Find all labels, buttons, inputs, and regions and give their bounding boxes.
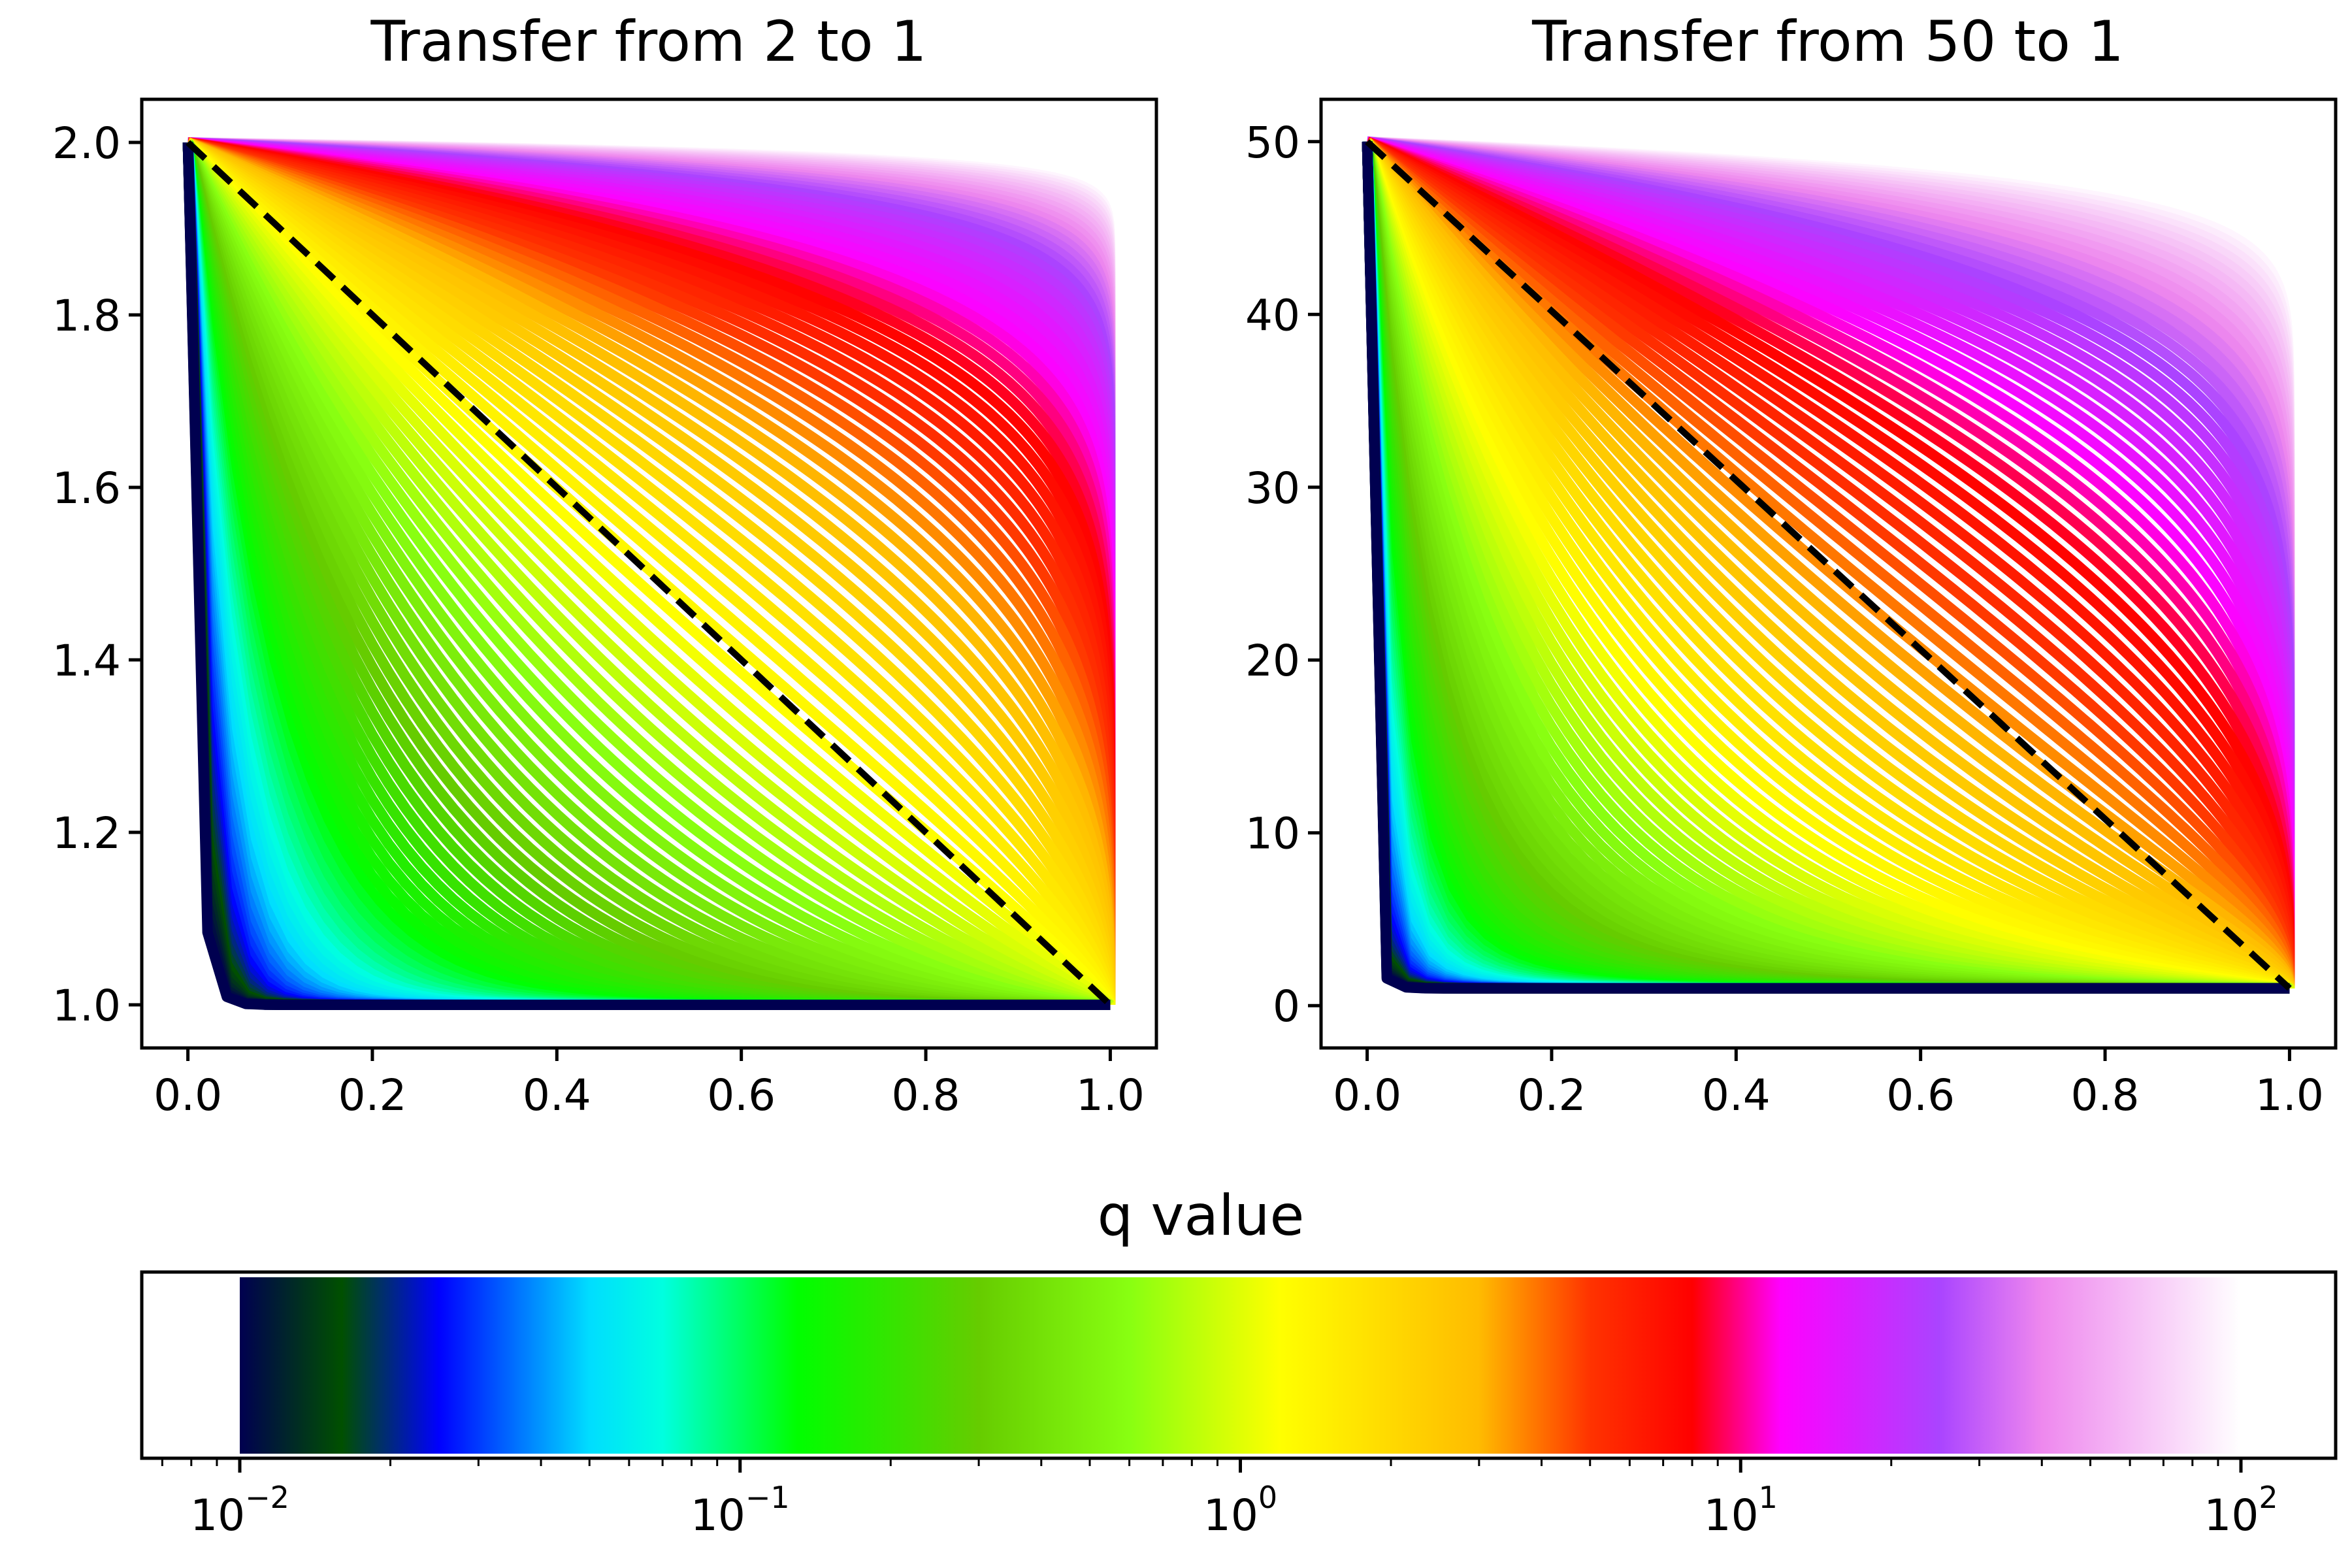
colorbar-tick-label: 102 — [2204, 1480, 2278, 1541]
q-curve — [1362, 141, 2295, 994]
y-tick-label: 30 — [1245, 463, 1300, 514]
axes-frame-right — [1319, 97, 2338, 1050]
y-tick-label: 2.0 — [52, 118, 121, 169]
y-axis-right: 0 10 20 30 40 50 — [1245, 118, 1321, 1032]
colorbar-tick-label: 101 — [1704, 1480, 1778, 1541]
x-tick-label: 1.0 — [1076, 1070, 1145, 1120]
q-curve — [182, 142, 1116, 1010]
axes-frame-left — [140, 97, 1158, 1050]
x-axis-right: 0.0 0.2 0.4 0.6 0.8 1.0 — [1333, 1048, 2324, 1120]
curve-group-right — [1362, 136, 2295, 994]
chart-title-left: Transfer from 2 to 1 — [370, 9, 926, 74]
y-tick-label: 1.8 — [52, 291, 121, 341]
y-tick-label: 1.6 — [52, 463, 121, 514]
y-axis-left: 1.0 1.2 1.4 1.6 1.8 2.0 — [52, 118, 142, 1031]
colorbar-axis: 10−2 10−1 100 101 102 — [161, 1458, 2278, 1541]
y-tick-label: 40 — [1245, 290, 1300, 340]
colorbar-gradient — [240, 1277, 2241, 1454]
x-tick-label: 0.2 — [1517, 1070, 1586, 1120]
x-tick-label: 0.2 — [338, 1070, 406, 1120]
x-tick-label: 1.0 — [2255, 1070, 2324, 1120]
y-tick-label: 10 — [1245, 809, 1300, 859]
y-tick-label: 1.2 — [52, 808, 121, 858]
x-tick-label: 0.6 — [707, 1070, 776, 1120]
colorbar-tick-label: 100 — [1203, 1480, 1277, 1541]
x-tick-label: 0.4 — [1702, 1070, 1771, 1120]
colorbar: q value 10−2 10−1 100 101 102 — [140, 1183, 2338, 1541]
x-tick-label: 0.0 — [154, 1070, 222, 1120]
y-tick-label: 1.0 — [52, 981, 121, 1031]
x-tick-label: 0.8 — [892, 1070, 960, 1120]
y-tick-label: 0 — [1273, 981, 1300, 1032]
chart-panel-left: Transfer from 2 to 1 0.0 0.2 0.4 0.6 0.8 1.0 … — [52, 9, 1158, 1120]
chart-panel-right: Transfer from 50 to 1 0.0 0.2 0.4 0.6 0.8 1.0… — [1245, 9, 2338, 1120]
colorbar-tick-label: 10−2 — [190, 1480, 289, 1541]
y-tick-label: 20 — [1245, 636, 1300, 686]
plot-area-left — [182, 137, 1116, 1010]
x-tick-label: 0.4 — [523, 1070, 591, 1120]
y-tick-label: 50 — [1245, 118, 1300, 168]
reference-line-right — [1365, 139, 2292, 991]
y-tick-label: 1.4 — [52, 636, 121, 686]
chart-title-right: Transfer from 50 to 1 — [1531, 9, 2124, 74]
x-axis-left: 0.0 0.2 0.4 0.6 0.8 1.0 — [154, 1048, 1145, 1120]
plot-area-right — [1362, 136, 2295, 994]
x-tick-label: 0.8 — [2071, 1070, 2140, 1120]
curve-group-left — [182, 137, 1116, 1010]
colorbar-tick-label: 10−1 — [691, 1480, 790, 1541]
x-tick-label: 0.0 — [1333, 1070, 1401, 1120]
colorbar-title: q value — [1098, 1183, 1305, 1249]
x-tick-label: 0.6 — [1886, 1070, 1955, 1120]
